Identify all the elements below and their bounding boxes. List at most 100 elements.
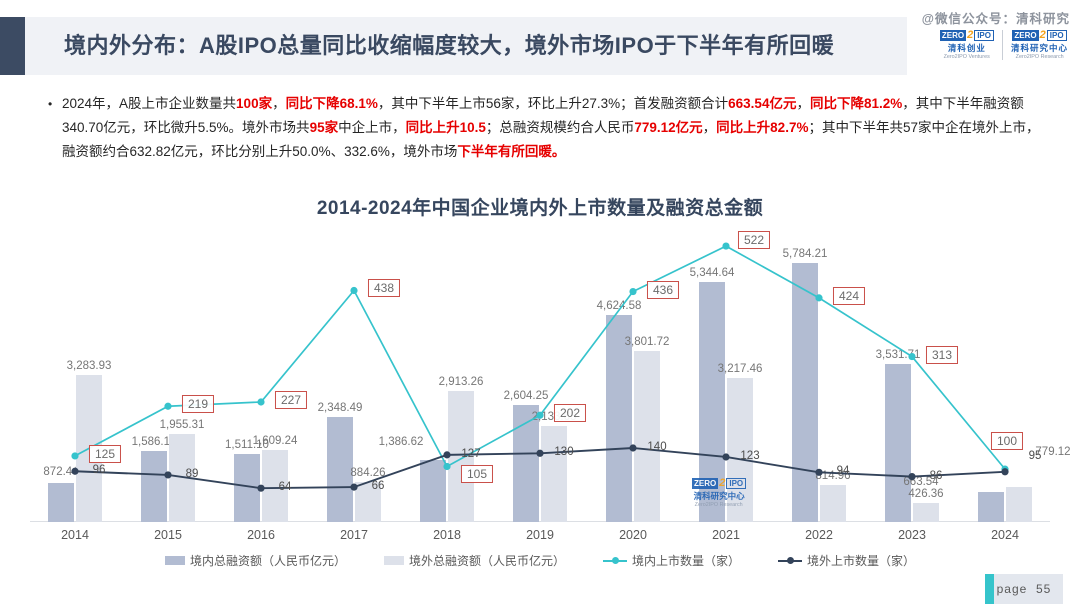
logo-zero-text: ZERO [1012, 30, 1039, 41]
bar-label-overseas-2017: 884.26 [350, 467, 386, 480]
count-label-overseas-2019: 130 [554, 446, 574, 459]
intro-segment: ；其中下半年共57家中企在境外上市，融资额约合632.82亿元，环比分别上升50… [62, 120, 1040, 159]
line-series-canvas [71, 242, 1009, 492]
logo-en-name: Zero2IPO Research [695, 502, 744, 508]
x-axis-line [30, 521, 1050, 522]
bar-label-overseas-2015: 1,955.31 [159, 419, 205, 432]
legend-line-swatch [603, 556, 627, 565]
count-label-domestic-2016: 227 [274, 391, 308, 409]
point-overseas-2021 [722, 453, 730, 461]
point-domestic-2018 [443, 462, 451, 471]
legend-label: 境内上市数量（家） [632, 554, 741, 568]
count-label-overseas-2023: 86 [929, 469, 943, 482]
bar-label-overseas-2024: 779.12 [1035, 446, 1071, 459]
point-overseas-2024 [1001, 468, 1009, 476]
point-domestic-2021 [722, 242, 730, 250]
logo-ipo-text: IPO [726, 478, 747, 489]
x-tick-2021: 2021 [712, 528, 740, 542]
intro-highlight: 779.12亿元 [634, 120, 703, 135]
point-overseas-2019 [536, 449, 544, 457]
bar-overseas-2023 [913, 502, 939, 522]
bar-label-overseas-2018: 2,913.26 [438, 376, 484, 389]
logo-cn-name: 清科研究中心 [693, 491, 745, 501]
legend-item-1: 境外总融资额（人民币亿元） [383, 552, 565, 569]
bar-domestic-2019 [513, 405, 539, 522]
bar-label-domestic-2017: 2,348.49 [317, 401, 363, 414]
logo-row: ZERO 2 IPO 清科创业 Zero2IPO Ventures ZERO 2 IPO… [939, 29, 1068, 60]
logo-two-text: 2 [1039, 29, 1046, 41]
plot-area: 872.44 1,586.14 1,511.10 2,348.49 1,386.62 2,… [30, 226, 1071, 522]
bar-domestic-2014 [48, 482, 74, 522]
bar-overseas-2024 [1006, 487, 1032, 522]
legend-bar-swatch [164, 556, 185, 565]
bar-label-overseas-2014: 3,283.93 [66, 359, 112, 372]
zero2ipo-ventures-logo: ZERO 2 IPO 清科创业 Zero2IPO Ventures [939, 29, 994, 60]
bar-overseas-2022 [820, 485, 846, 522]
bar-label-domestic-2016: 1,511.10 [225, 439, 269, 452]
x-tick-2022: 2022 [805, 528, 833, 542]
legend-label: 境外上市数量（家） [807, 554, 916, 568]
legend-item-3: 境外上市数量（家） [778, 552, 915, 569]
chart-title: 2014-2024年中国企业境内外上市数量及融资总金额 [316, 198, 764, 219]
bar-label-overseas-2020: 3,801.72 [624, 336, 670, 349]
point-overseas-2023 [908, 472, 916, 481]
point-overseas-2018 [443, 451, 451, 459]
bar-label-overseas-2016: 1,609.24 [252, 434, 298, 447]
point-domestic-2015 [164, 402, 172, 410]
logo-en-name: Zero2IPO Ventures [943, 54, 991, 60]
intro-segment: 中企上市， [338, 120, 406, 135]
point-domestic-2019 [536, 411, 544, 419]
count-label-overseas-2017: 66 [371, 480, 385, 493]
logo-ipo-text: IPO [1046, 30, 1067, 41]
x-tick-2024: 2024 [991, 528, 1019, 542]
point-overseas-2022 [815, 468, 823, 476]
point-domestic-2020 [629, 287, 637, 296]
intro-segment: ，其中下半年融资额340.70亿元，环比微升5.5%。境外市场共 [62, 96, 1024, 135]
logo-two-text: 2 [719, 477, 726, 489]
count-label-domestic-2024: 100 [990, 432, 1024, 451]
legend-item-0: 境内总融资额（人民币亿元） [164, 552, 346, 569]
point-domestic-2022 [815, 294, 823, 302]
bar-label-domestic-2021: 5,344.64 [689, 267, 735, 280]
bar-label-domestic-2014: 872.44 [43, 465, 79, 478]
bar-domestic-2020 [606, 314, 632, 522]
page-title: 境内外分布：A股IPO总量同比收缩幅度较大，境外市场IPO于下半年有所回暖 [64, 33, 835, 58]
center-watermark-logo: ZERO 2 IPO 清科研究中心 Zero2IPO Research [692, 477, 747, 508]
legend-line-swatch [778, 556, 803, 565]
bar-domestic-2018 [420, 459, 446, 522]
count-label-domestic-2019: 202 [553, 404, 587, 423]
point-overseas-2014 [71, 467, 79, 475]
intro-highlight: 下半年有所回暖。 [457, 144, 566, 159]
bar-overseas-2019 [541, 426, 567, 522]
x-tick-2016: 2016 [247, 528, 275, 542]
intro-highlight: 同比下降68.1% [285, 96, 378, 111]
chart: 872.44 1,586.14 1,511.10 2,348.49 1,386.62 2,… [30, 226, 1071, 569]
bar-label-overseas-2023: 426.36 [908, 487, 944, 500]
bar-overseas-2017 [355, 482, 381, 522]
intro-highlight: 同比上升82.7% [716, 120, 809, 135]
logo-two-text: 2 [967, 29, 974, 41]
count-label-overseas-2020: 140 [647, 441, 667, 453]
legend-bar-swatch [383, 556, 404, 565]
x-tick-2014: 2014 [61, 528, 89, 542]
point-overseas-2016 [257, 484, 265, 492]
badge-accent-strip [985, 574, 994, 604]
bar-label-domestic-2022: 5,784.21 [782, 247, 828, 260]
bar-label-domestic-2018: 1,386.62 [378, 435, 424, 448]
legend-label: 境外总融资额（人民币亿元） [408, 554, 565, 568]
count-label-domestic-2018: 105 [460, 464, 494, 483]
bar-domestic-2023 [885, 363, 911, 522]
intro-segment: ；总融资规模约合人民币 [485, 120, 635, 135]
bar-label-domestic-2019: 2,604.25 [503, 390, 549, 403]
page-number: 55 [1036, 582, 1052, 596]
bar-domestic-2017 [327, 416, 353, 522]
intro-segment: ， [796, 96, 810, 111]
point-overseas-2015 [164, 471, 172, 479]
intro-highlight: 663.54亿元 [728, 96, 797, 111]
x-tick-2019: 2019 [526, 528, 554, 542]
logo-en-name: Zero2IPO Research [1015, 54, 1064, 60]
x-tick-2017: 2017 [340, 528, 368, 542]
legend-label: 境内总融资额（人民币亿元） [189, 554, 346, 568]
line-domestic-count [74, 245, 1006, 470]
intro-segment: 2024年，A股上市企业数量共 [62, 96, 237, 111]
